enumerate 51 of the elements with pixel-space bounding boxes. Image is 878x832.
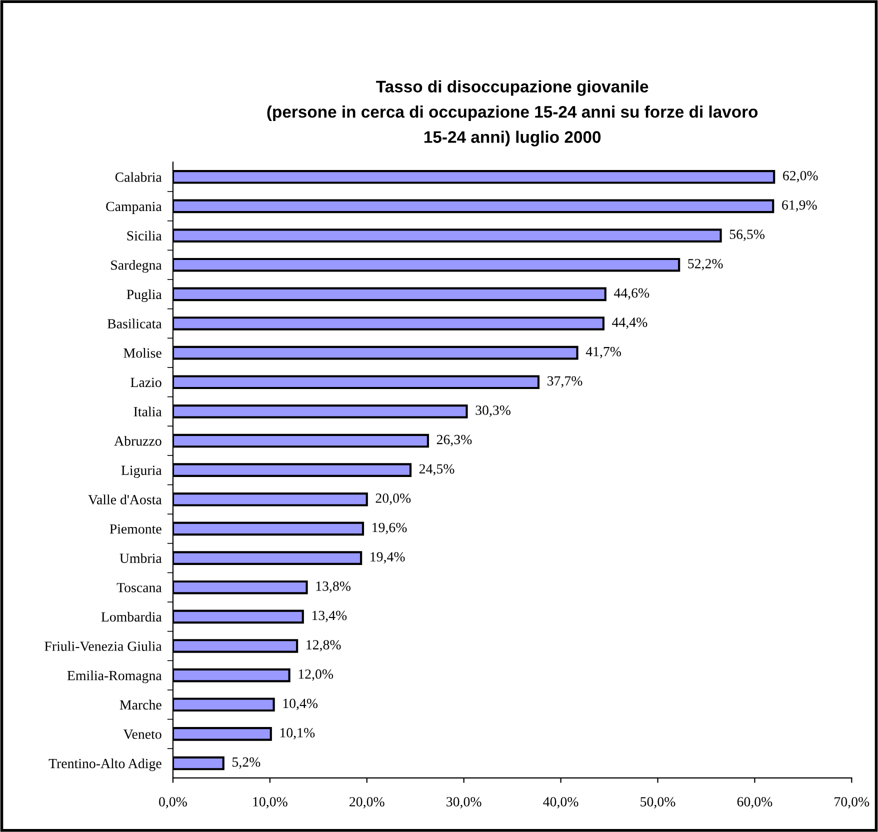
data-label: 19,4% <box>370 552 405 564</box>
x-tick-label: 0,0% <box>159 797 187 808</box>
x-tick-label: 10,0% <box>253 797 288 808</box>
y-tick-label: Veneto <box>123 730 162 739</box>
x-tick-label: 30,0% <box>446 797 482 808</box>
x-tick-label: 70,0% <box>834 797 870 808</box>
x-tick-label: 40,0% <box>543 797 578 808</box>
data-label: 44,6% <box>614 288 650 300</box>
y-tick-label: Calabria <box>115 172 162 182</box>
x-tick-label: 60,0% <box>737 797 772 808</box>
data-label: 13,8% <box>316 581 350 593</box>
data-label: 61,9% <box>782 200 817 212</box>
y-tick-label: Emilia-Romagna <box>67 670 162 684</box>
data-label: 52,2% <box>688 258 723 270</box>
data-label: 19,6% <box>372 522 407 534</box>
x-tick-label: 50,0% <box>640 797 676 808</box>
y-tick-label: Trentino-Alto Adige <box>48 758 162 772</box>
y-tick-label: Italia <box>134 406 162 416</box>
data-label: 62,0% <box>783 171 818 182</box>
y-tick-label: Valle d'Aosta <box>88 494 162 504</box>
y-tick-label: Lombardia <box>101 612 162 622</box>
y-tick-label: Piemonte <box>110 524 162 534</box>
x-tick-label: 20,0% <box>350 797 384 808</box>
y-tick-label: Puglia <box>126 289 162 302</box>
data-label: 56,5% <box>730 230 765 242</box>
data-label: 12,8% <box>306 640 341 652</box>
y-tick-label: Friuli-Venezia Giulia <box>44 641 162 652</box>
data-label: 26,3% <box>436 434 472 446</box>
y-tick-label: Campania <box>106 202 162 214</box>
data-label: 12,0% <box>298 669 334 681</box>
data-label: 5,2% <box>232 757 260 769</box>
y-tick-label: Sardegna <box>111 260 162 273</box>
data-label: 44,4% <box>612 318 648 329</box>
data-label: 13,4% <box>312 610 347 622</box>
data-label: 10,1% <box>280 728 315 740</box>
y-tick-label: Molise <box>124 348 162 358</box>
data-label: 10,4% <box>283 698 318 710</box>
data-label: 37,7% <box>547 376 582 388</box>
y-tick-label: Sicilia <box>127 230 162 240</box>
data-label: 24,5% <box>419 464 454 476</box>
chart-title: Tasso di disoccupazione giovanile (persone in cerca di occupazione 15-24 anni su forze di lavoro 15-24 anni) luglio 2000 <box>267 80 758 146</box>
y-tick-label: Marche <box>120 700 162 710</box>
y-tick-label: Abruzzo <box>114 436 162 446</box>
data-label: 41,7% <box>586 346 622 358</box>
data-label: 20,0% <box>376 494 411 505</box>
y-tick-label: Basilicata <box>107 318 162 328</box>
data-label: 30,3% <box>476 406 510 417</box>
y-tick-label: Umbria <box>120 553 162 563</box>
y-tick-label: Lazio <box>130 378 162 388</box>
y-tick-label: Toscana <box>116 583 162 592</box>
y-tick-label: Liguria <box>121 466 162 478</box>
